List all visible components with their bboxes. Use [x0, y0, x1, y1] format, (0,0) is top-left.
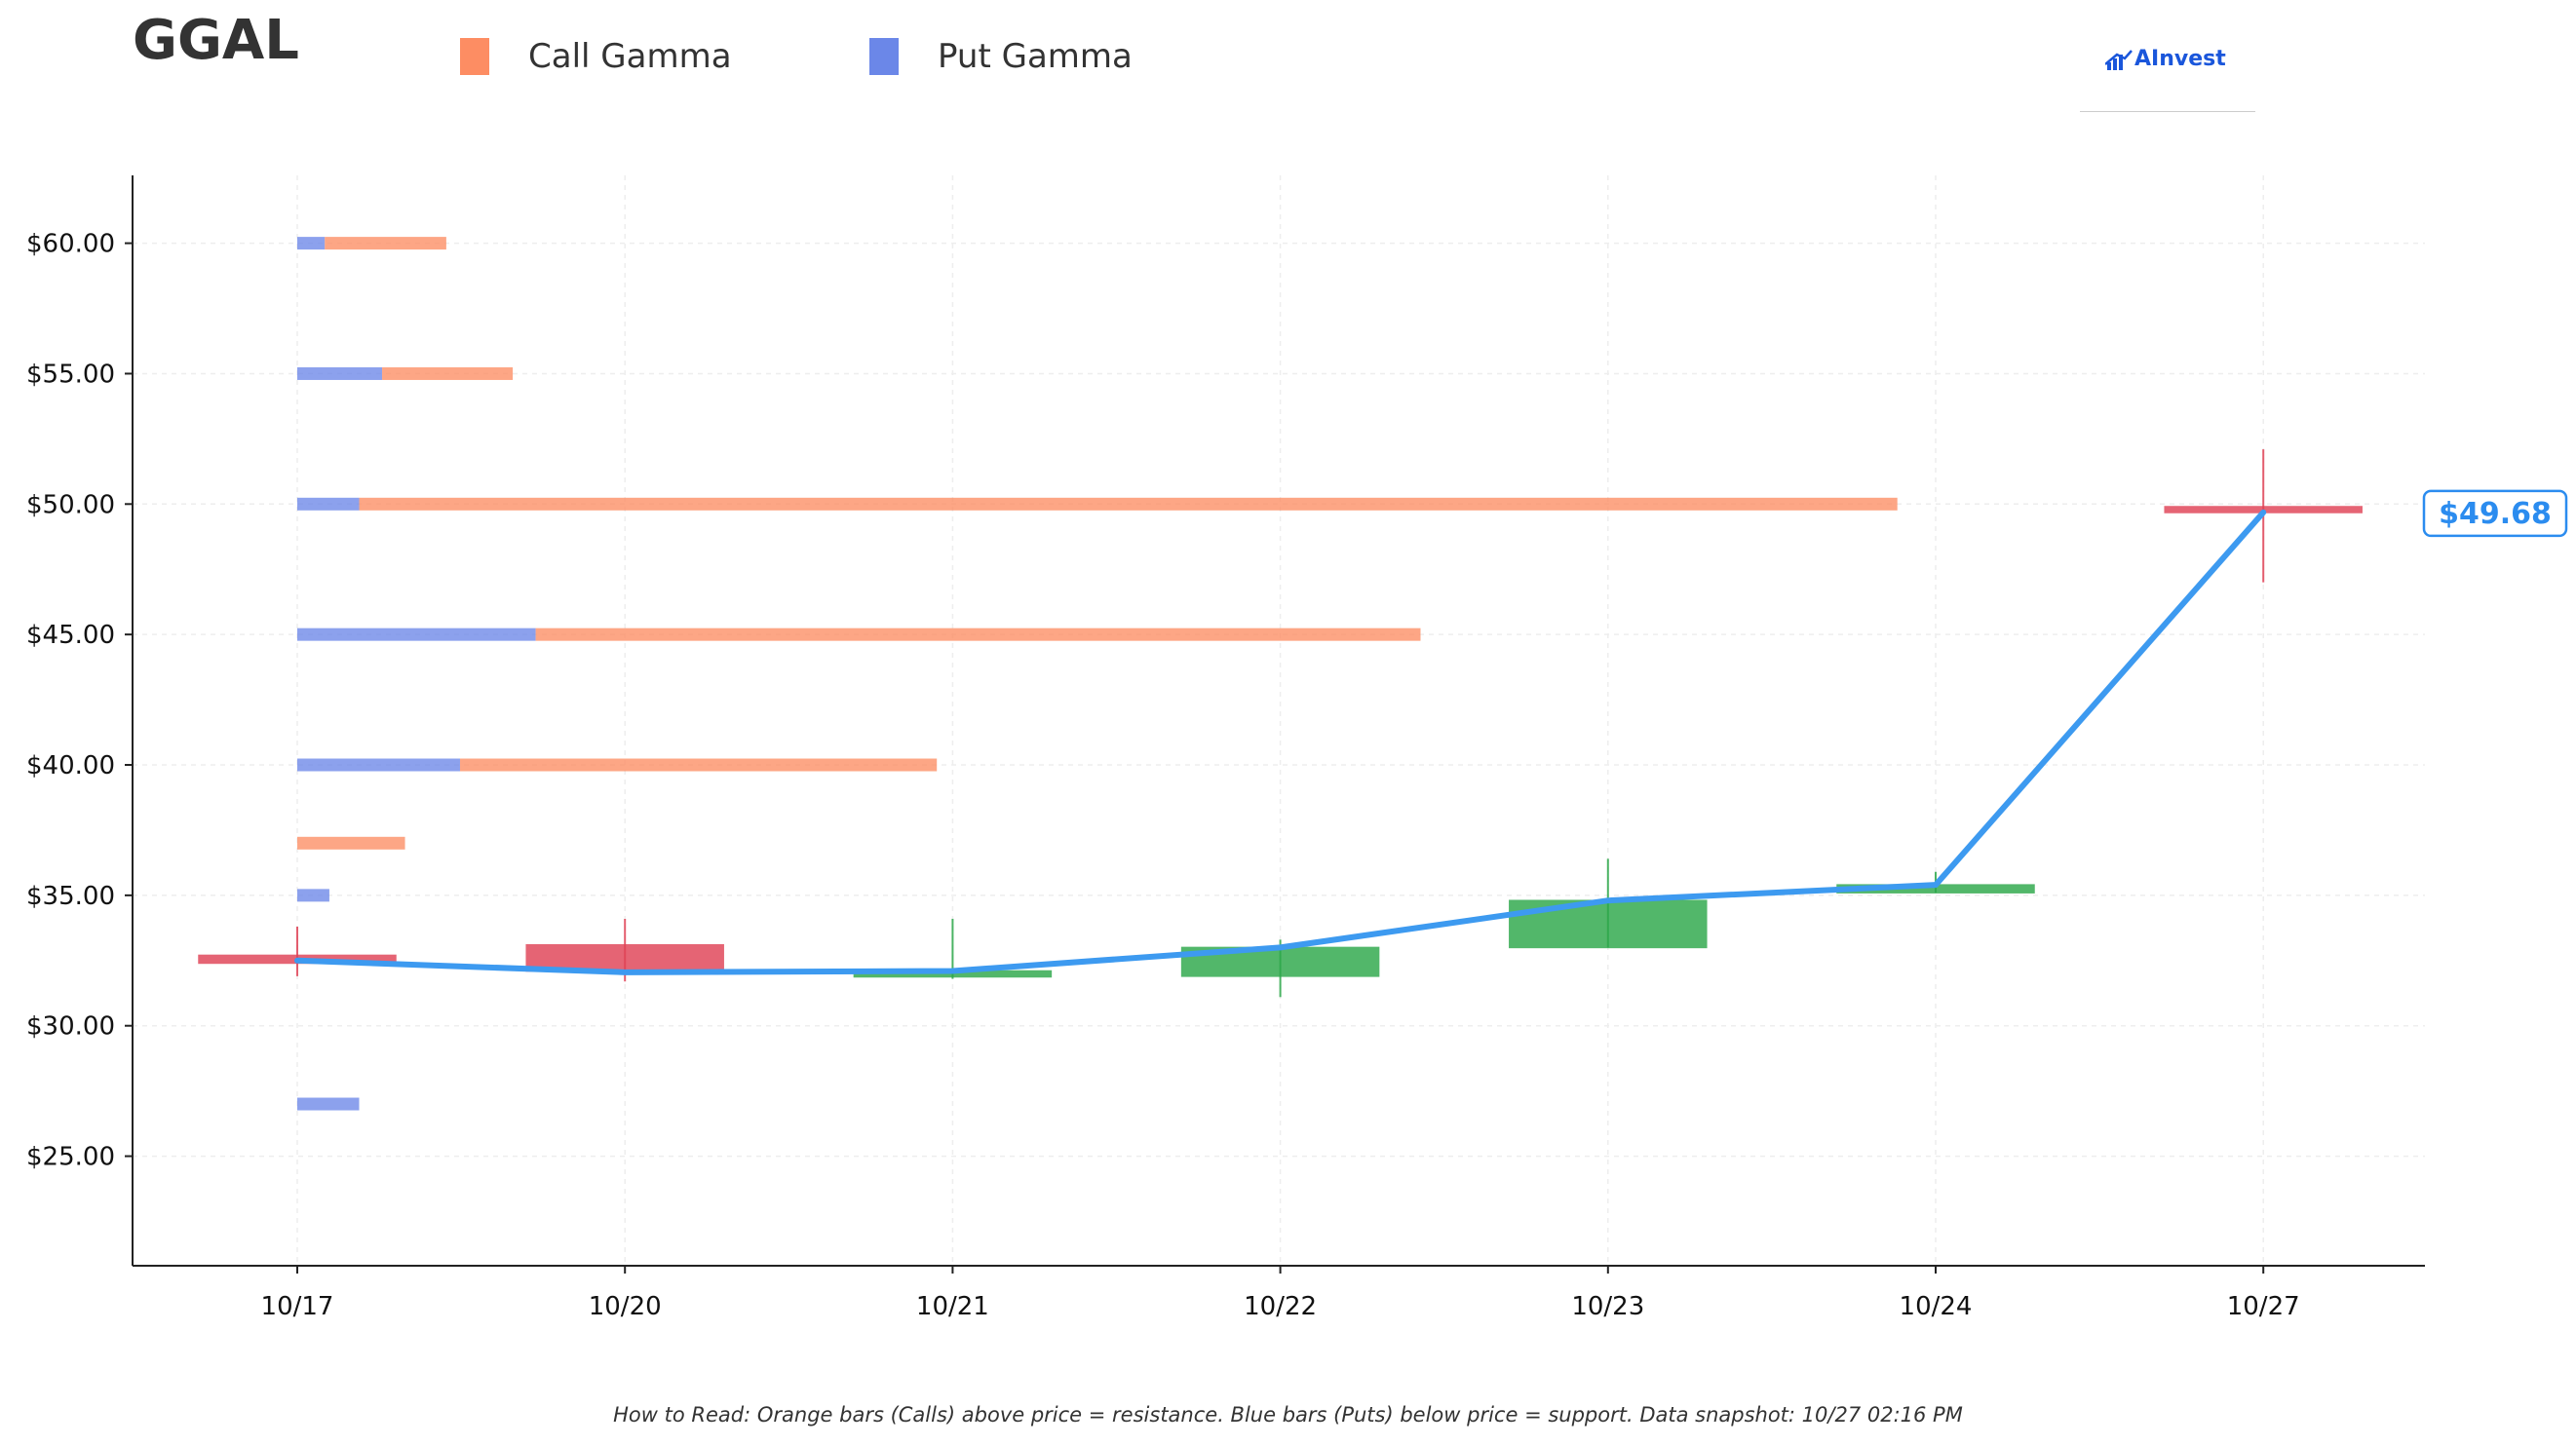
current-price-badge: [2422, 489, 2568, 538]
x-tick-label: 10/27: [2227, 1292, 2300, 1321]
legend-item-put-gamma: Put Gamma: [869, 37, 1133, 76]
x-tick-label: 10/24: [1900, 1292, 1973, 1321]
call-gamma-bar: [297, 836, 405, 850]
gamma-bars: [297, 237, 1898, 1111]
y-tick-label: $25.00: [26, 1143, 115, 1172]
price-line-path: [294, 509, 2267, 975]
brand-chart-icon: [2105, 49, 2133, 70]
brand-name: AInvest: [2134, 47, 2226, 71]
y-tick-label: $40.00: [26, 751, 115, 780]
put-gamma-bar: [297, 497, 360, 511]
chart-title: GGAL: [133, 9, 299, 72]
candle-body: [525, 943, 724, 972]
price-label: $49.68: [2422, 489, 2568, 538]
put-gamma-swatch: [869, 38, 899, 75]
brand-logo: AInvest: [2105, 47, 2226, 71]
price-line: [294, 509, 2267, 975]
call-gamma-bar: [325, 237, 446, 250]
axes: $60.00 $55.00 $50.00 $45.00 $40.00 $35.00 $30.…: [26, 175, 2425, 1321]
y-tick-label: $45.00: [26, 621, 115, 650]
call-gamma-bar: [535, 628, 1421, 641]
y-tick-label: $50.00: [26, 490, 115, 519]
put-gamma-bar: [297, 366, 383, 380]
put-gamma-bar: [297, 889, 329, 902]
brand-divider: [2080, 111, 2255, 112]
x-tick-label: 10/23: [1571, 1292, 1644, 1321]
call-gamma-bar: [382, 366, 514, 380]
y-tick-label: $30.00: [26, 1012, 115, 1042]
current-price-label: $49.68: [2439, 497, 2552, 531]
footnote: How to Read: Orange bars (Calls) above p…: [613, 1403, 1963, 1427]
put-gamma-bar: [297, 1097, 360, 1111]
legend-label-call-gamma: Call Gamma: [528, 37, 732, 76]
call-gamma-bar: [459, 758, 938, 772]
y-tick-label: $55.00: [26, 360, 115, 389]
x-tick-label: 10/21: [916, 1292, 989, 1321]
put-gamma-bar: [297, 758, 460, 772]
call-gamma-swatch: [460, 38, 489, 75]
put-gamma-bar: [297, 237, 326, 250]
x-tick-label: 10/22: [1244, 1292, 1317, 1321]
legend-label-put-gamma: Put Gamma: [938, 37, 1133, 76]
call-gamma-bar: [359, 497, 1898, 511]
x-tick-label: 10/20: [589, 1292, 662, 1321]
legend-item-call-gamma: Call Gamma: [460, 37, 732, 76]
put-gamma-bar: [297, 628, 536, 641]
y-tick-label: $60.00: [26, 230, 115, 259]
x-tick-label: 10/17: [261, 1292, 334, 1321]
y-tick-label: $35.00: [26, 882, 115, 911]
